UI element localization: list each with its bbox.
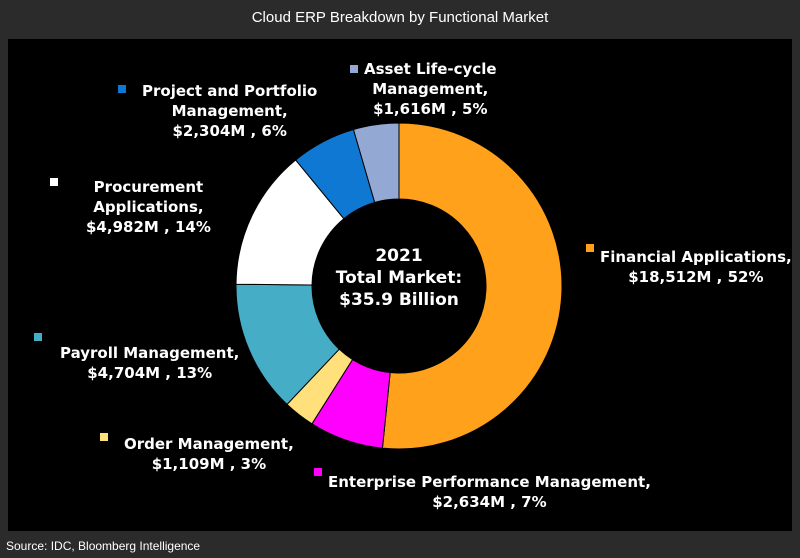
legend-swatch [50, 178, 58, 186]
donut-hole [312, 199, 486, 373]
slice-label-payroll-management: Payroll Management, $4,704M , 13% [34, 333, 239, 383]
slice-label-project-and-portfolio-management: Project and Portfolio Management, $2,304… [118, 81, 317, 141]
slice-label-financial-applications: Financial Applications, $18,512M , 52% [586, 244, 792, 287]
center-caption: Total Market: [335, 268, 463, 288]
center-year: 2021 [375, 246, 423, 266]
legend-swatch [34, 333, 42, 341]
center-total: $35.9 Billion [339, 290, 459, 310]
source-note: Source: IDC, Bloomberg Intelligence [6, 539, 201, 553]
legend-swatch [118, 85, 126, 93]
legend-swatch [100, 433, 108, 441]
chart-title: Cloud ERP Breakdown by Functional Market [0, 0, 800, 34]
legend-swatch [350, 65, 358, 73]
slice-label-order-management: Order Management, $1,109M , 3% [100, 433, 294, 474]
slice-label-asset-life-cycle-management: Asset Life-cycle Management, $1,616M , 5… [350, 59, 497, 119]
slice-label-enterprise-performance-management: Enterprise Performance Management, $2,63… [314, 468, 651, 512]
donut-chart [235, 122, 563, 450]
center-total-label: 2021 Total Market: $35.9 Billion [314, 245, 484, 311]
plot-area: 2021 Total Market: $35.9 Billion Financi… [8, 39, 792, 531]
legend-swatch [586, 244, 594, 252]
slice-label-procurement-applications: Procurement Applications, $4,982M , 14% [50, 177, 211, 237]
legend-swatch [314, 468, 322, 476]
